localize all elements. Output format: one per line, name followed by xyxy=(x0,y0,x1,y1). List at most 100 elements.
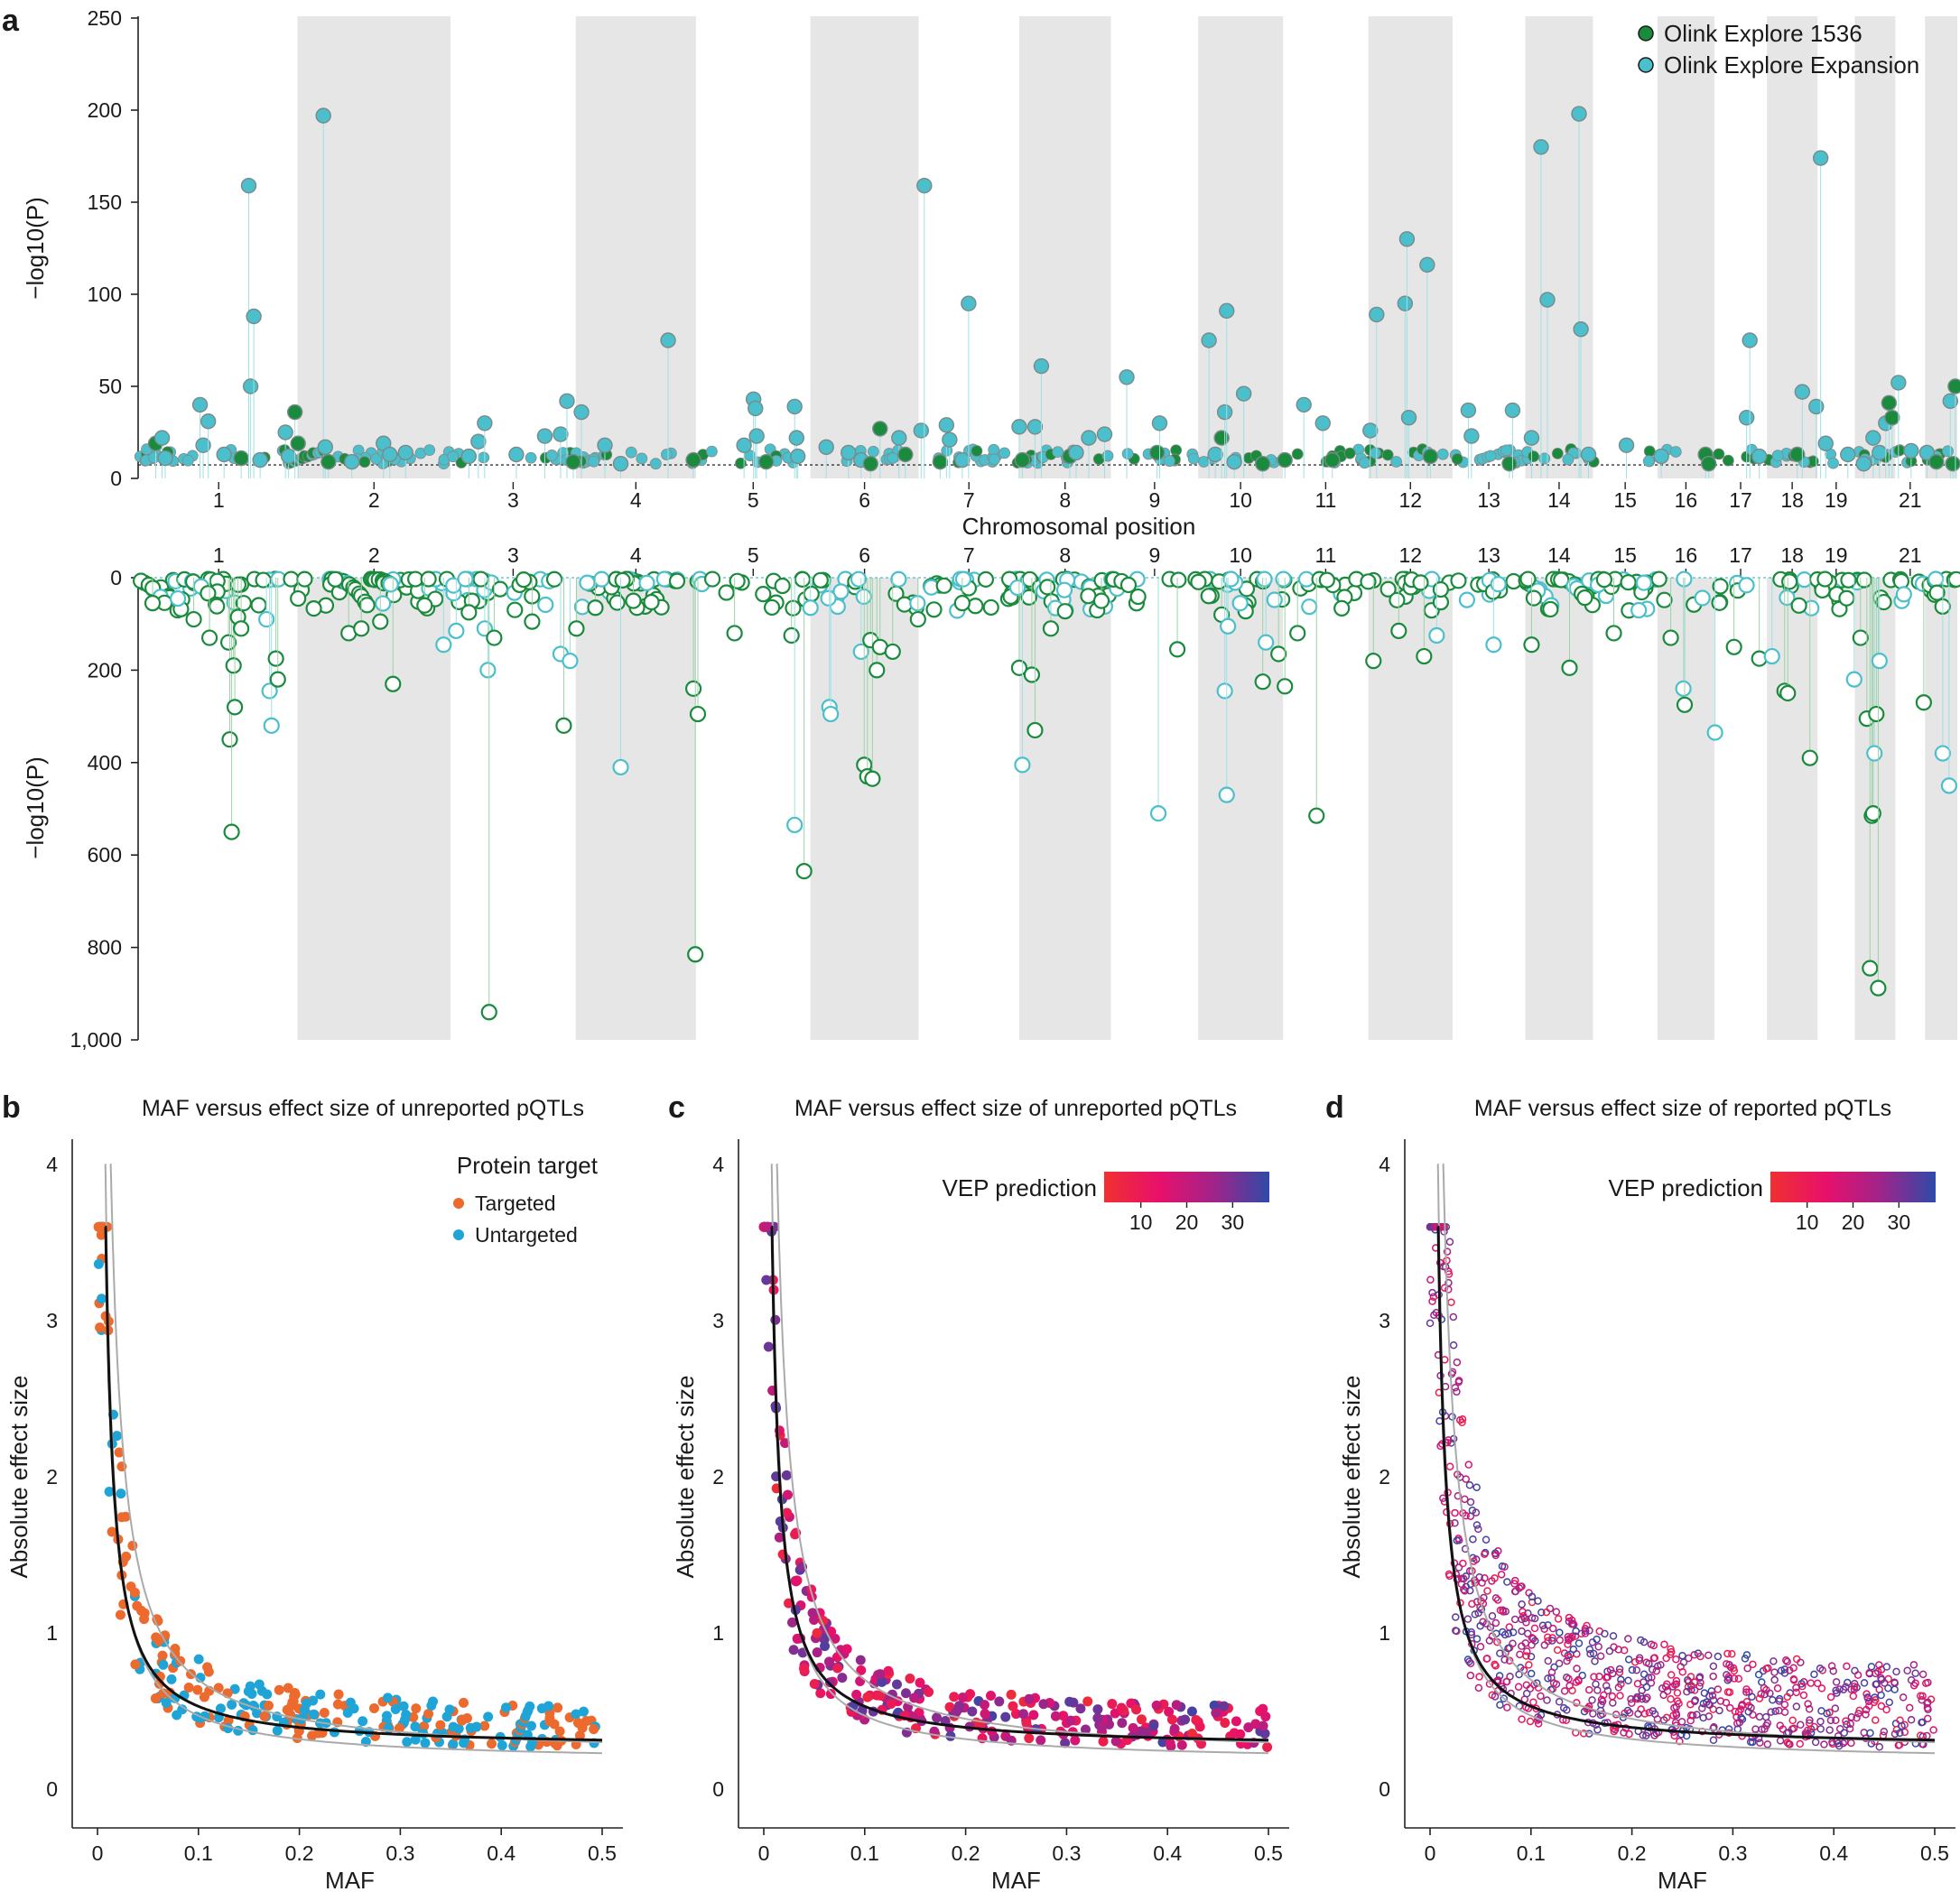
point-explore_1536 xyxy=(269,671,286,688)
point xyxy=(1662,1713,1671,1722)
point xyxy=(1698,1704,1706,1712)
point xyxy=(815,1688,826,1699)
point xyxy=(1603,1686,1612,1695)
point-explore_1536 xyxy=(221,731,238,748)
point xyxy=(1660,1640,1668,1648)
point xyxy=(1804,1700,1812,1708)
point xyxy=(1588,1696,1596,1704)
point-explore_expansion xyxy=(1871,653,1888,670)
point xyxy=(1503,1703,1511,1711)
point xyxy=(1714,1652,1723,1661)
point xyxy=(1789,1675,1798,1684)
point xyxy=(1440,1284,1449,1292)
point xyxy=(1760,1683,1769,1693)
point xyxy=(390,1704,401,1715)
point xyxy=(1467,1628,1475,1637)
point xyxy=(1510,1615,1519,1624)
point xyxy=(150,1693,161,1704)
point xyxy=(877,1676,887,1687)
chromosome-label: 2 xyxy=(368,543,380,567)
panel-a-miami-plot: a 0 50 100 150 200 250 0 200 400 600 800 1,000 −lo… xyxy=(2,4,1960,1052)
chromosome-bands-top xyxy=(297,16,1957,478)
point xyxy=(1728,1650,1736,1658)
point-explore_1536 xyxy=(1148,444,1166,461)
point xyxy=(1186,1728,1197,1739)
point xyxy=(1569,1620,1578,1629)
point-minor xyxy=(967,598,984,615)
point-minor xyxy=(1266,591,1283,608)
point xyxy=(1064,1696,1075,1707)
point xyxy=(1564,1640,1572,1648)
chromosome-band-top xyxy=(1925,16,1957,478)
point xyxy=(1748,1738,1757,1747)
chromosome-label: 6 xyxy=(859,488,870,512)
point-explore_expansion xyxy=(195,437,211,453)
point-minor xyxy=(820,589,837,607)
point-explore_1536 xyxy=(460,604,478,621)
point xyxy=(245,1681,255,1692)
point xyxy=(1191,1714,1202,1725)
point xyxy=(574,1730,585,1741)
point-minor xyxy=(296,570,313,588)
point xyxy=(553,1702,563,1713)
panel-letter-c: c xyxy=(668,1090,685,1125)
point xyxy=(400,1714,411,1725)
point xyxy=(1615,1668,1624,1677)
point-explore_1536 xyxy=(555,717,572,734)
point-minor xyxy=(1500,444,1512,457)
point-explore_1536 xyxy=(1801,749,1818,766)
point-explore_1536 xyxy=(290,435,306,451)
point xyxy=(1820,1740,1828,1748)
point xyxy=(1453,1387,1461,1396)
point-minor xyxy=(704,570,721,588)
chromosome-label: 8 xyxy=(1059,488,1071,512)
point xyxy=(856,1665,867,1675)
point-explore_expansion xyxy=(1571,106,1587,122)
point-explore_1536 xyxy=(897,446,914,463)
fit-curve xyxy=(1436,1225,1936,1742)
point xyxy=(791,1576,802,1587)
point xyxy=(1454,1563,1463,1572)
point xyxy=(1624,1676,1632,1685)
point-explore_expansion xyxy=(1151,415,1168,431)
point xyxy=(1683,1687,1691,1696)
point xyxy=(1444,1570,1454,1579)
point xyxy=(1180,1714,1191,1725)
point xyxy=(1000,1711,1011,1722)
point xyxy=(1780,1665,1789,1674)
y-tick-label: 0 xyxy=(712,1777,724,1801)
chart-title-c: MAF versus effect size of unreported pQT… xyxy=(794,1096,1237,1121)
point-minor xyxy=(638,574,655,591)
point xyxy=(1509,1628,1518,1637)
point xyxy=(1443,1247,1452,1256)
point-minor xyxy=(1121,448,1134,460)
point xyxy=(1555,1659,1564,1668)
point xyxy=(1136,1714,1147,1725)
point xyxy=(158,1659,169,1670)
x-tick-label: 0.4 xyxy=(487,1841,516,1865)
point-explore_expansion xyxy=(1942,393,1958,410)
point xyxy=(1449,1340,1458,1349)
point xyxy=(1519,1608,1527,1616)
point xyxy=(1923,1714,1932,1723)
legend-label-explore-expansion: Olink Explore Expansion xyxy=(1664,51,1919,79)
point xyxy=(1849,1692,1858,1701)
chromosome-label: 15 xyxy=(1613,488,1637,512)
point xyxy=(1748,1693,1756,1701)
point xyxy=(483,1711,494,1722)
point-explore_1536 xyxy=(1023,666,1041,683)
point xyxy=(1485,1680,1494,1688)
point xyxy=(1596,1652,1605,1660)
point xyxy=(161,1698,172,1709)
point xyxy=(1585,1627,1593,1635)
point xyxy=(1617,1675,1625,1684)
point xyxy=(125,1581,136,1592)
point-minor xyxy=(1928,584,1946,601)
point-explore_expansion xyxy=(1258,634,1275,651)
point xyxy=(1476,1643,1485,1651)
point xyxy=(1463,1615,1472,1623)
point-minor xyxy=(1551,447,1564,459)
point-minor xyxy=(1519,570,1537,588)
point-explore_expansion xyxy=(818,439,834,456)
point xyxy=(825,1677,836,1688)
